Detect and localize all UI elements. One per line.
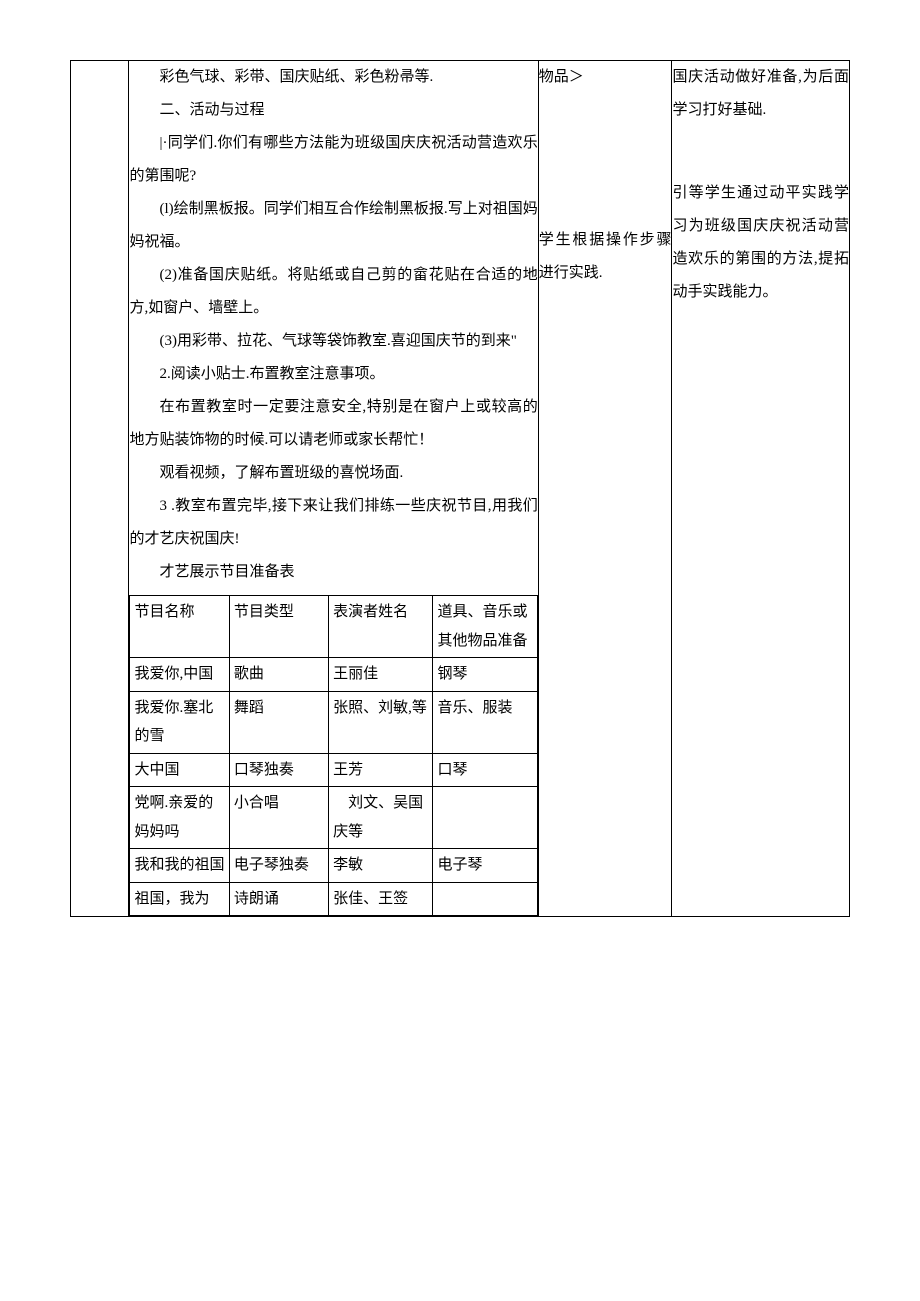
- col4-notes: 国庆活动做好准备,为后面学习打好基础. 引等学生通过动平实践学习为班级国庆庆祝活…: [672, 61, 850, 917]
- col3-p2: 学生根据操作步骤进行实践.: [539, 224, 672, 290]
- col4-p1: 国庆活动做好准备,为后面学习打好基础.: [672, 61, 849, 127]
- td-name: 祖国，我为: [130, 882, 229, 916]
- talent-row: 我爱你,中国 歌曲 王丽佳 钢琴: [130, 658, 537, 692]
- td-type: 舞蹈: [229, 691, 328, 753]
- td-type: 诗朗诵: [229, 882, 328, 916]
- td-props: 钢琴: [433, 658, 537, 692]
- talent-row: 党啊.亲爱的妈妈吗 小合唱 刘文、吴国庆等: [130, 787, 537, 849]
- col2-main: 彩色气球、彩带、国庆贴纸、彩色粉帚等. 二、活动与过程 |·同学们.你们有哪些方…: [129, 61, 538, 917]
- outer-row: 彩色气球、彩带、国庆贴纸、彩色粉帚等. 二、活动与过程 |·同学们.你们有哪些方…: [71, 61, 850, 917]
- th-performer: 表演者姓名: [329, 596, 433, 658]
- talent-table: 节目名称 节目类型 表演者姓名 道具、音乐或其他物品准备 我爱你,中国 歌曲 王…: [129, 595, 537, 916]
- td-performer: 刘文、吴国庆等: [329, 787, 433, 849]
- td-performer: 王芳: [329, 753, 433, 787]
- td-props: 音乐、服装: [433, 691, 537, 753]
- main-line9: 观看视频，了解布置班级的喜悦场面.: [129, 457, 537, 490]
- col4-p2: 引等学生通过动平实践学习为班级国庆庆祝活动营造欢乐的第围的方法,提拓动手实践能力…: [672, 177, 849, 309]
- td-props: 电子琴: [433, 849, 537, 883]
- col3-notes: 物品＞ 学生根据操作步骤进行实践.: [538, 61, 672, 917]
- talent-header-row: 节目名称 节目类型 表演者姓名 道具、音乐或其他物品准备: [130, 596, 537, 658]
- td-performer: 张照、刘敏,等: [329, 691, 433, 753]
- th-props: 道具、音乐或其他物品准备: [433, 596, 537, 658]
- main-line4: (l)绘制黑板报。同学们相互合作绘制黑板报.写上对祖国妈妈祝福。: [129, 193, 537, 259]
- page: 彩色气球、彩带、国庆贴纸、彩色粉帚等. 二、活动与过程 |·同学们.你们有哪些方…: [0, 0, 920, 957]
- main-line11: 才艺展示节目准备表: [129, 556, 537, 589]
- col1-empty: [71, 61, 129, 917]
- main-line3: |·同学们.你们有哪些方法能为班级国庆庆祝活动营造欢乐的第围呢?: [129, 127, 537, 193]
- talent-row: 我和我的祖国 电子琴独奏 李敏 电子琴: [130, 849, 537, 883]
- td-name: 党啊.亲爱的妈妈吗: [130, 787, 229, 849]
- th-type: 节目类型: [229, 596, 328, 658]
- td-type: 口琴独奏: [229, 753, 328, 787]
- main-line6: (3)用彩带、拉花、气球等袋饰教室.喜迎国庆节的到来": [129, 325, 537, 358]
- main-line8: 在布置教室时一定要注意安全,特别是在窗户上或较高的地方贴装饰物的时候.可以请老师…: [129, 391, 537, 457]
- th-name: 节目名称: [130, 596, 229, 658]
- td-type: 电子琴独奏: [229, 849, 328, 883]
- main-line1: 彩色气球、彩带、国庆贴纸、彩色粉帚等.: [129, 61, 537, 94]
- main-line7: 2.阅读小贴士.布置教室注意事项。: [129, 358, 537, 391]
- td-props: [433, 787, 537, 849]
- main-line10: 3 .教室布置完毕,接下来让我们排练一些庆祝节目,用我们的才艺庆祝国庆!: [129, 490, 537, 556]
- spacer: [539, 94, 672, 224]
- main-line5: (2)准备国庆贴纸。将贴纸或自己剪的畲花贴在合适的地方,如窗户、墙壁上。: [129, 259, 537, 325]
- col3-p1: 物品＞: [539, 61, 672, 94]
- td-type: 小合唱: [229, 787, 328, 849]
- td-performer: 王丽佳: [329, 658, 433, 692]
- td-performer: 张佳、王签: [329, 882, 433, 916]
- talent-row: 我爱你.塞北的雪 舞蹈 张照、刘敏,等 音乐、服装: [130, 691, 537, 753]
- spacer: [672, 127, 849, 177]
- td-type: 歌曲: [229, 658, 328, 692]
- td-props: 口琴: [433, 753, 537, 787]
- outer-table: 彩色气球、彩带、国庆贴纸、彩色粉帚等. 二、活动与过程 |·同学们.你们有哪些方…: [70, 60, 850, 917]
- td-name: 大中国: [130, 753, 229, 787]
- td-performer: 李敏: [329, 849, 433, 883]
- td-name: 我爱你.塞北的雪: [130, 691, 229, 753]
- talent-row: 大中国 口琴独奏 王芳 口琴: [130, 753, 537, 787]
- td-props: [433, 882, 537, 916]
- talent-row: 祖国，我为 诗朗诵 张佳、王签: [130, 882, 537, 916]
- td-name: 我和我的祖国: [130, 849, 229, 883]
- main-line2: 二、活动与过程: [129, 94, 537, 127]
- td-name: 我爱你,中国: [130, 658, 229, 692]
